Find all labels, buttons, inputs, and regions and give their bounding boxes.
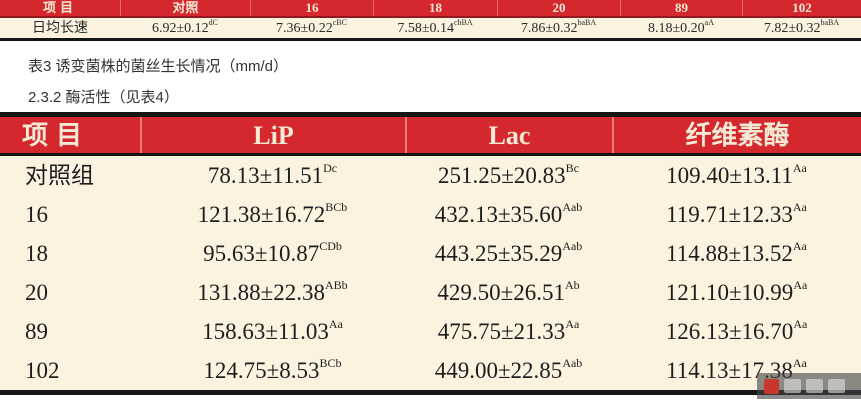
table-bottom-border	[0, 390, 861, 395]
significance-superscript: Aa	[565, 317, 580, 332]
lac-value: 432.13±35.60Aab	[434, 200, 583, 227]
growth-header-item: 项目	[42, 0, 77, 15]
watermark-glyph	[828, 379, 845, 393]
significance-superscript: Aa	[793, 278, 808, 293]
growth-header-16: 16	[250, 0, 373, 16]
lac-value: 429.50±26.51Ab	[437, 278, 580, 305]
growth-table-row: 日均长速 6.92±0.12dC 7.36±0.22cBC 7.58±0.14c…	[0, 18, 861, 41]
row-label: 89	[25, 319, 48, 344]
growth-table: 项目 对照 16 18 20 89 102 日均长速 6.92±0.12dC 7…	[0, 0, 861, 41]
significance-superscript: Aa	[793, 317, 808, 332]
significance-superscript: ABb	[324, 278, 348, 293]
watermark-logo-icon	[764, 378, 779, 394]
row-label: 20	[25, 280, 48, 305]
row-label: 102	[25, 358, 60, 383]
significance-superscript: Dc	[323, 161, 338, 176]
significance-superscript: Aa	[792, 200, 807, 215]
cellulase-value: 126.13±16.70Aa	[665, 317, 808, 344]
significance-superscript: CDb	[319, 239, 342, 254]
watermark-glyph	[784, 379, 801, 393]
growth-value-102: 7.82±0.32baBA	[763, 18, 840, 36]
significance-superscript: Ab	[564, 278, 580, 293]
lip-value: 131.88±22.38ABb	[197, 278, 348, 305]
table-row: 89 158.63±11.03Aa 475.75±21.33Aa 126.13±…	[0, 312, 861, 351]
growth-table-header: 项目 对照 16 18 20 89 102	[0, 0, 861, 18]
table3-caption: 表3 诱变菌株的菌丝生长情况（mm/d）	[28, 58, 289, 75]
growth-header-89: 89	[620, 0, 742, 16]
enzyme-table: 项目 LiP Lac 纤维素酶 对照组 78.13±11.51Dc 251.25…	[0, 112, 861, 395]
cellulase-value: 121.10±10.99Aa	[665, 278, 808, 305]
growth-value-16: 7.36±0.22cBC	[276, 18, 347, 36]
lac-value: 449.00±22.85Aab	[434, 356, 583, 383]
significance-superscript: cBC	[332, 18, 347, 28]
row-label: 18	[25, 241, 48, 266]
growth-header-102: 102	[742, 0, 861, 16]
enzyme-header-lip: LiP	[140, 117, 405, 153]
text-block: 表3 诱变菌株的菌丝生长情况（mm/d） 2.3.2 酶活性（见表4）	[0, 44, 861, 112]
table-row: 102 124.75±8.53BCb 449.00±22.85Aab 114.1…	[0, 351, 861, 390]
cellulase-value: 119.71±12.33Aa	[666, 200, 807, 227]
lip-value: 158.63±11.03Aa	[202, 317, 343, 344]
cellulase-value: 109.40±13.11Aa	[666, 161, 807, 188]
growth-value-18: 7.58±0.14cbBA	[397, 18, 473, 36]
significance-superscript: Aa	[328, 317, 343, 332]
lac-value: 251.25±20.83Bc	[438, 161, 579, 188]
significance-superscript: BCb	[319, 356, 342, 371]
table-row: 18 95.63±10.87CDb 443.25±35.29Aab 114.88…	[0, 234, 861, 273]
lac-value: 475.75±21.33Aa	[437, 317, 580, 344]
growth-header-control: 对照	[120, 0, 250, 16]
watermark	[757, 373, 861, 399]
enzyme-header-cellulase: 纤维素酶	[612, 117, 861, 153]
significance-superscript: cbBA	[454, 18, 473, 28]
significance-superscript: aA	[704, 18, 714, 28]
enzyme-table-header: 项目 LiP Lac 纤维素酶	[0, 117, 861, 156]
table-top-border	[0, 112, 861, 117]
growth-value-20: 7.86±0.32baBA	[520, 18, 597, 36]
significance-superscript: Aab	[562, 200, 583, 215]
significance-superscript: Aab	[562, 239, 583, 254]
row-label: 16	[25, 202, 48, 227]
lip-value: 124.75±8.53BCb	[203, 356, 342, 383]
growth-header-18: 18	[373, 0, 497, 16]
significance-superscript: baBA	[820, 18, 840, 28]
growth-header-20: 20	[497, 0, 620, 16]
significance-superscript: baBA	[577, 18, 597, 28]
enzyme-header-item: 项目	[22, 121, 91, 150]
cellulase-value: 114.88±13.52Aa	[666, 239, 807, 266]
table-row: 16 121.38±16.72BCb 432.13±35.60Aab 119.7…	[0, 195, 861, 234]
growth-value-89: 8.18±0.20aA	[647, 18, 714, 36]
row-label: 对照组	[25, 163, 94, 188]
watermark-glyph	[806, 379, 823, 393]
significance-superscript: Aab	[562, 356, 583, 371]
significance-superscript: Aa	[792, 161, 807, 176]
significance-superscript: Aa	[792, 239, 807, 254]
significance-superscript: Aa	[792, 356, 807, 371]
lip-value: 95.63±10.87CDb	[203, 239, 342, 266]
section-heading: 2.3.2 酶活性（见表4）	[28, 89, 179, 106]
significance-superscript: Bc	[565, 161, 579, 176]
growth-row-label: 日均长速	[32, 21, 88, 36]
significance-superscript: dC	[208, 18, 219, 28]
significance-superscript: BCb	[325, 200, 348, 215]
growth-value-control: 6.92±0.12dC	[151, 18, 219, 36]
lac-value: 443.25±35.29Aab	[434, 239, 583, 266]
table-row: 对照组 78.13±11.51Dc 251.25±20.83Bc 109.40±…	[0, 156, 861, 195]
enzyme-header-lac: Lac	[405, 117, 612, 153]
table-row: 20 131.88±22.38ABb 429.50±26.51Ab 121.10…	[0, 273, 861, 312]
lip-value: 121.38±16.72BCb	[197, 200, 348, 227]
lip-value: 78.13±11.51Dc	[207, 161, 338, 188]
